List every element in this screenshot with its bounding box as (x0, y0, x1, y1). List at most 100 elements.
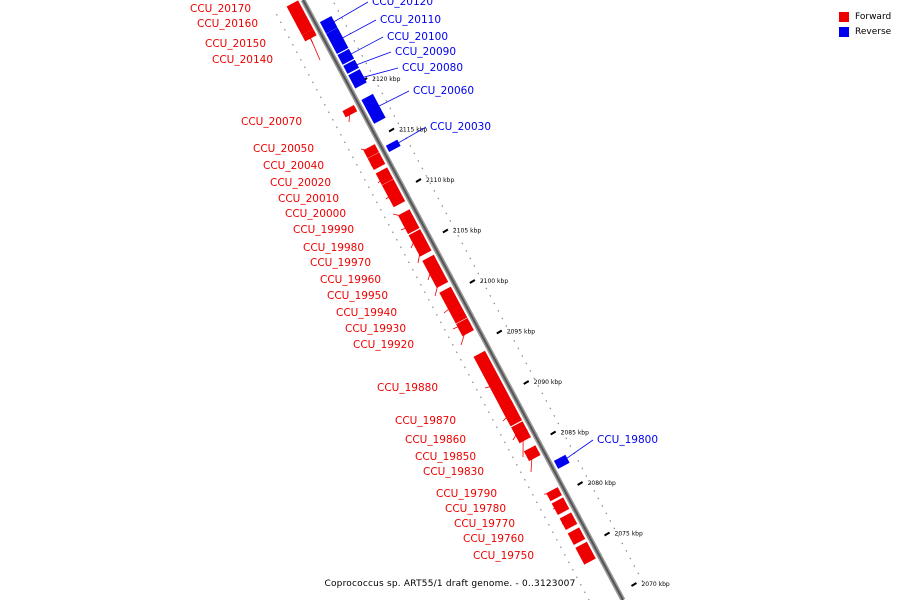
gene-ccu-19930[interactable]: CCU_19930 (345, 318, 471, 335)
gene-ccu-19860[interactable]: CCU_19860 (405, 421, 528, 446)
scale-tick (469, 279, 476, 284)
gene-label[interactable]: CCU_19940 (336, 307, 397, 319)
gene-label[interactable]: CCU_20070 (241, 116, 302, 128)
scale-tick-label: 2080 kbp (588, 480, 616, 487)
gene-ccu-20000[interactable]: CCU_20000 (285, 208, 415, 226)
gene-ccu-19920[interactable]: CCU_19920 (353, 322, 474, 351)
scale-tick (604, 531, 611, 537)
gene-label[interactable]: CCU_20170 (190, 3, 251, 15)
gene-block[interactable] (439, 286, 468, 324)
gene-label[interactable]: CCU_19860 (405, 434, 466, 446)
gene-leader-line (400, 225, 412, 231)
gene-label[interactable]: CCU_19950 (327, 290, 388, 302)
gene-block[interactable] (523, 445, 541, 462)
gene-label[interactable]: CCU_19760 (463, 533, 524, 545)
gene-label[interactable]: CCU_20000 (285, 208, 346, 220)
gene-block[interactable] (499, 399, 523, 427)
gene-ccu-19750[interactable]: CCU_19750 (473, 541, 596, 565)
legend-reverse: Reverse (839, 24, 891, 39)
gene-label[interactable]: CCU_20040 (263, 160, 324, 172)
gene-ccu-20020[interactable]: CCU_20020 (270, 167, 394, 189)
gene-block[interactable] (348, 69, 367, 89)
scale-tick-label: 2110 kbp (426, 177, 454, 184)
gene-label[interactable]: CCU_20010 (278, 193, 339, 205)
scale-tick (442, 228, 449, 234)
gene-ccu-19990[interactable]: CCU_19990 (293, 218, 420, 236)
gene-ccu-20110[interactable]: CCU_20110 (326, 14, 441, 55)
gene-ccu-19850[interactable]: CCU_19850 (415, 429, 532, 463)
left-guide (276, 13, 590, 600)
gene-ccu-19780[interactable]: CCU_19780 (445, 497, 570, 515)
gene-block[interactable] (458, 322, 474, 337)
gene-label[interactable]: CCU_20020 (270, 177, 331, 189)
gene-ccu-19960[interactable]: CCU_19960 (320, 254, 443, 286)
gene-label[interactable]: CCU_19790 (436, 488, 497, 500)
gene-label[interactable]: CCU_19960 (320, 274, 381, 286)
gene-label[interactable]: CCU_20050 (253, 143, 314, 155)
gene-ccu-20010[interactable]: CCU_20010 (278, 179, 406, 208)
gene-ccu-19950[interactable]: CCU_19950 (327, 270, 449, 302)
gene-leader-line (561, 439, 594, 463)
gene-leader-line (360, 148, 372, 152)
gene-label[interactable]: CCU_20120 (372, 0, 433, 8)
gene-label[interactable]: CCU_19990 (293, 224, 354, 236)
gene-ccu-20080[interactable]: CCU_20080 (348, 62, 463, 89)
gene-label[interactable]: CCU_20110 (380, 14, 441, 26)
scale-tick-label: 2070 kbp (641, 581, 669, 588)
gene-ccu-19970[interactable]: CCU_19970 (310, 233, 432, 269)
gene-label[interactable]: CCU_19920 (353, 339, 414, 351)
gene-leader-line (393, 126, 427, 147)
gene-block[interactable] (515, 429, 532, 444)
gene-leader-line (350, 51, 392, 68)
gene-label[interactable]: CCU_19770 (454, 518, 515, 530)
gene-ccu-19790[interactable]: CCU_19790 (436, 487, 562, 502)
gene-label[interactable]: CCU_19750 (473, 550, 534, 562)
gene-ccu-20030[interactable]: CCU_20030 (385, 121, 491, 152)
gene-block[interactable] (361, 93, 386, 124)
gene-ccu-19940[interactable]: CCU_19940 (336, 286, 468, 324)
gene-label[interactable]: CCU_19930 (345, 323, 406, 335)
gene-block[interactable] (326, 27, 349, 55)
gene-ccu-20100[interactable]: CCU_20100 (337, 31, 448, 65)
gene-ccu-19800[interactable]: CCU_19800 (553, 434, 658, 469)
gene-block[interactable] (385, 139, 401, 152)
genome-caption: Coprococcus sp. ART55/1 draft genome. - … (324, 579, 576, 589)
gene-label[interactable]: CCU_19780 (445, 503, 506, 515)
gene-label[interactable]: CCU_20160 (197, 18, 258, 30)
gene-ccu-20150[interactable]: CCU_20150 (205, 19, 314, 50)
gene-ccu-19760[interactable]: CCU_19760 (463, 527, 586, 545)
gene-ccu-20070[interactable]: CCU_20070 (241, 105, 358, 128)
gene-label[interactable]: CCU_19980 (303, 242, 364, 254)
gene-label[interactable]: CCU_19970 (310, 257, 371, 269)
gene-label[interactable]: CCU_20140 (212, 54, 273, 66)
gene-label[interactable]: CCU_20100 (387, 31, 448, 43)
scale-tick-label: 2085 kbp (561, 430, 589, 437)
gene-leader-line (443, 304, 454, 314)
gene-ccu-19770[interactable]: CCU_19770 (454, 512, 578, 530)
gene-ccu-19830[interactable]: CCU_19830 (423, 445, 541, 478)
forward-swatch (839, 11, 849, 22)
gene-leader-line (530, 453, 533, 473)
gene-ccu-20140[interactable]: CCU_20140 (212, 29, 321, 66)
gene-leader-line (552, 505, 561, 510)
gene-label[interactable]: CCU_20060 (413, 85, 474, 97)
gene-ccu-20120[interactable]: CCU_20120 (319, 0, 433, 34)
gene-label[interactable]: CCU_20090 (395, 46, 456, 58)
gene-label[interactable]: CCU_19870 (395, 415, 456, 427)
legend-reverse-label: Reverse (855, 26, 892, 37)
gene-leader-line (434, 279, 440, 297)
gene-label[interactable]: CCU_19880 (377, 382, 438, 394)
gene-ccu-20060[interactable]: CCU_20060 (361, 85, 474, 124)
gene-label[interactable]: CCU_20150 (205, 38, 266, 50)
gene-ccu-20170[interactable]: CCU_20170 (190, 0, 305, 18)
gene-label[interactable]: CCU_19830 (423, 466, 484, 478)
scale-tick (415, 178, 422, 183)
gene-ccu-20050[interactable]: CCU_20050 (253, 143, 380, 159)
gene-label[interactable]: CCU_20030 (430, 121, 491, 133)
gene-ccu-20090[interactable]: CCU_20090 (343, 46, 456, 74)
gene-ccu-19870[interactable]: CCU_19870 (395, 399, 523, 427)
gene-label[interactable]: CCU_19800 (597, 434, 658, 446)
gene-label[interactable]: CCU_20080 (402, 62, 463, 74)
gene-label[interactable]: CCU_19850 (415, 451, 476, 463)
gene-ccu-20040[interactable]: CCU_20040 (263, 152, 386, 172)
